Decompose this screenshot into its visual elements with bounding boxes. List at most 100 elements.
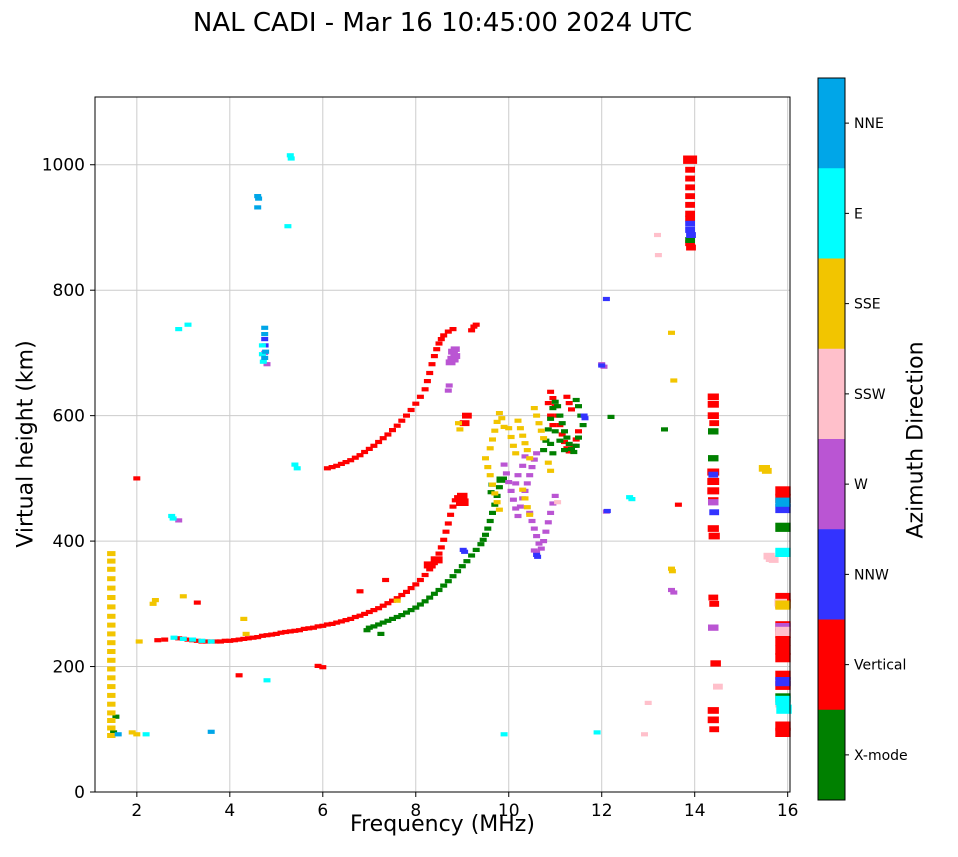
data-point: [149, 601, 157, 606]
colorbar-tick-label: SSW: [854, 387, 886, 403]
data-point: [512, 481, 520, 486]
data-point: [258, 343, 266, 348]
data-point: [493, 419, 501, 424]
data-point: [107, 718, 116, 723]
data-point: [533, 550, 541, 555]
data-point: [161, 637, 169, 642]
data-point: [110, 730, 118, 735]
x-tick-label: 10: [498, 801, 520, 821]
colorbar-tick-label: SSE: [854, 297, 881, 313]
data-point: [500, 462, 508, 467]
data-point: [333, 463, 341, 468]
data-point: [356, 613, 364, 618]
y-tick-label: 800: [53, 281, 85, 301]
data-point: [416, 577, 424, 583]
data-point: [561, 448, 568, 453]
data-point: [654, 232, 661, 238]
data-point: [505, 426, 513, 431]
data-point: [254, 205, 262, 210]
data-point: [435, 587, 443, 593]
data-point: [379, 603, 387, 608]
data-point: [486, 446, 494, 451]
data-point: [540, 448, 548, 453]
data-point: [526, 512, 534, 517]
data-point: [319, 623, 327, 628]
data-point: [486, 518, 494, 524]
colorbar: NNE E SSE SSW W NNW Vertical X-mode: [817, 77, 908, 801]
data-point: [709, 420, 720, 427]
data-point: [319, 665, 327, 670]
y-tick-label: 600: [53, 407, 85, 427]
x-axis-label: Frequency (MHz): [350, 812, 535, 837]
data-point: [512, 451, 520, 456]
data-point: [203, 639, 211, 644]
data-point: [433, 347, 441, 352]
data-point: [685, 201, 695, 208]
data-point: [393, 598, 401, 603]
data-point: [549, 423, 557, 428]
colorbar-segment-nnw: [818, 529, 845, 620]
data-point: [457, 492, 468, 500]
data-point: [133, 732, 141, 737]
data-point: [544, 427, 552, 432]
data-point: [258, 633, 266, 638]
plot-grid: [95, 97, 790, 793]
data-point: [423, 379, 431, 384]
data-point: [519, 463, 527, 468]
data-point: [351, 455, 359, 460]
data-point: [568, 446, 575, 451]
data-point: [775, 727, 791, 737]
data-point: [407, 407, 415, 413]
data-point: [231, 638, 238, 643]
data-point: [533, 534, 541, 539]
data-point: [544, 520, 552, 525]
data-point: [291, 462, 299, 467]
data-point: [370, 624, 378, 629]
data-point: [575, 404, 582, 409]
data-point: [179, 636, 187, 641]
data-point: [554, 500, 562, 505]
data-point: [468, 553, 476, 558]
data-point: [435, 341, 443, 346]
data-point: [107, 558, 116, 564]
y-axis-ticks: 0 200 400 600 800 1000: [42, 156, 95, 803]
data-point: [128, 730, 136, 735]
data-point: [342, 618, 350, 623]
data-point: [235, 637, 243, 642]
colorbar-tick-label: X-mode: [854, 748, 908, 764]
x-tick-label: 6: [317, 801, 328, 821]
data-point: [775, 547, 791, 557]
data-point: [300, 626, 308, 631]
data-point: [565, 441, 573, 446]
data-point: [561, 439, 568, 445]
data-point: [389, 616, 396, 621]
data-point: [491, 491, 499, 496]
colorbar-tick-label: NNE: [854, 116, 884, 132]
data-point: [775, 600, 791, 610]
data-point: [572, 397, 580, 403]
data-point: [384, 432, 392, 437]
data-point: [498, 416, 506, 421]
data-point: [579, 423, 587, 428]
data-point: [654, 253, 662, 258]
data-point: [198, 638, 206, 643]
data-point: [713, 683, 723, 690]
data-point: [685, 166, 695, 173]
data-point: [261, 337, 269, 342]
data-point: [775, 522, 791, 532]
data-point: [305, 626, 313, 631]
data-point: [323, 622, 331, 627]
data-point: [451, 498, 459, 503]
data-point: [107, 604, 116, 610]
data-point: [491, 428, 499, 433]
data-point: [519, 433, 527, 438]
data-point: [430, 556, 443, 564]
data-point: [347, 616, 355, 621]
data-point: [530, 526, 538, 531]
data-point: [217, 639, 224, 644]
data-point: [259, 359, 267, 364]
data-point: [244, 636, 252, 641]
data-point: [549, 396, 557, 401]
data-point: [549, 451, 557, 456]
